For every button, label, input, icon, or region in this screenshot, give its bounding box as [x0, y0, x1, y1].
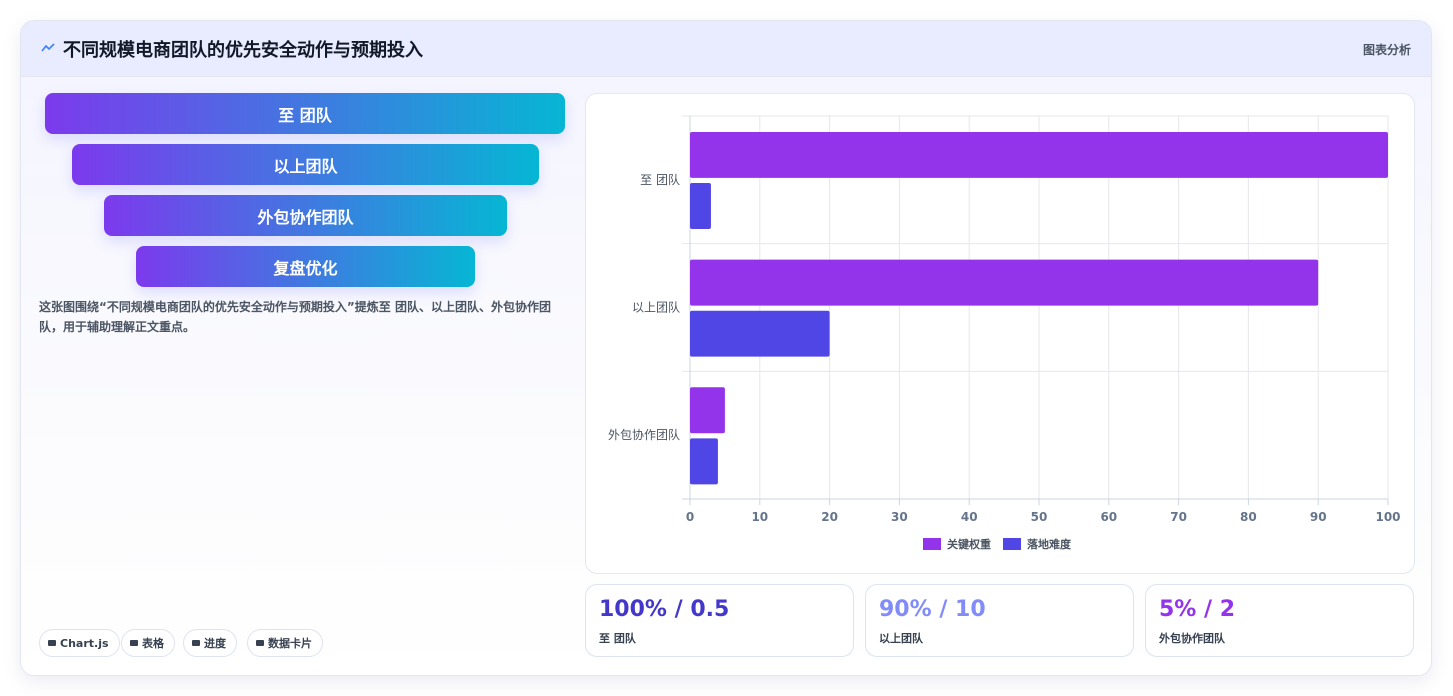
tag: 进度: [183, 629, 237, 657]
tag-label: 表格: [142, 637, 164, 650]
x-tick-label: 40: [961, 510, 978, 524]
x-tick-label: 60: [1100, 510, 1117, 524]
stat-value: 100% / 0.5: [599, 597, 730, 622]
funnel-step: 复盘优化: [136, 246, 475, 287]
tag-label: 数据卡片: [268, 637, 312, 650]
stat-label: 以上团队: [879, 632, 923, 645]
x-tick-label: 10: [751, 510, 768, 524]
bar: [690, 438, 718, 485]
title: 不同规模电商团队的优先安全动作与预期投入: [63, 40, 423, 61]
badge: 图表分析: [1362, 43, 1411, 57]
stat-value: 5% / 2: [1159, 597, 1236, 622]
legend-swatch: [1003, 538, 1021, 550]
bar: [690, 131, 1388, 178]
tag-icon: [48, 640, 56, 646]
y-tick-label: 以上团队: [632, 300, 680, 315]
tag-icon: [192, 640, 200, 646]
x-tick-label: 50: [1031, 510, 1048, 524]
tag: 数据卡片: [247, 629, 323, 657]
tag: 表格: [121, 629, 175, 657]
stat-value: 90% / 10: [879, 597, 986, 622]
x-tick-label: 90: [1310, 510, 1327, 524]
x-tick-label: 80: [1240, 510, 1257, 524]
tag-label: 进度: [204, 637, 226, 650]
description: 这张图围绕“不同规模电商团队的优先安全动作与预期投入”提炼至 团队、以上团队、外…: [39, 300, 551, 334]
stat-card: 100% / 0.5 至 团队: [585, 584, 854, 657]
tag: Chart.js: [39, 629, 120, 657]
legend-label: 落地难度: [1027, 537, 1072, 551]
legend-swatch: [923, 538, 941, 550]
x-tick-label: 30: [891, 510, 908, 524]
y-tick-label: 至 团队: [640, 172, 680, 187]
funnel-step: 外包协作团队: [104, 195, 507, 236]
stat-label: 至 团队: [599, 632, 636, 645]
stat-label: 外包协作团队: [1159, 632, 1225, 645]
funnel-step: 以上团队: [72, 144, 539, 185]
x-tick-label: 0: [686, 510, 694, 524]
stat-card: 5% / 2 外包协作团队: [1145, 584, 1414, 657]
stat-card: 90% / 10 以上团队: [865, 584, 1134, 657]
funnel-step: 至 团队: [45, 93, 565, 134]
x-tick-label: 100: [1375, 510, 1400, 524]
tag-icon: [256, 640, 264, 646]
bar: [690, 259, 1319, 306]
bar: [690, 310, 830, 357]
bar: [690, 183, 711, 229]
card: 不同规模电商团队的优先安全动作与预期投入 图表分析 至 团队 以上团队 外包协作团队…: [20, 20, 1432, 676]
y-tick-label: 外包协作团队: [608, 427, 680, 442]
chart-panel: 0 10 20 30 40 50 60 70 80 90 100 至 团队以上团队外包协作团队关键权重…: [585, 93, 1415, 574]
title-icon: [41, 43, 55, 52]
x-tick-label: 70: [1170, 510, 1187, 524]
tag-icon: [130, 640, 138, 646]
chart: 0 10 20 30 40 50 60 70 80 90 100 至 团队以上团队外包协作团队关键权重…: [608, 115, 1401, 551]
x-tick-label: 20: [821, 510, 838, 524]
header: 不同规模电商团队的优先安全动作与预期投入 图表分析: [21, 21, 1431, 77]
legend-label: 关键权重: [947, 537, 991, 551]
tag-label: Chart.js: [60, 636, 109, 650]
bar: [690, 387, 725, 434]
